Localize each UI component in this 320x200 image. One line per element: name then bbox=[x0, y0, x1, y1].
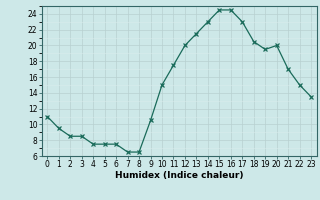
X-axis label: Humidex (Indice chaleur): Humidex (Indice chaleur) bbox=[115, 171, 244, 180]
